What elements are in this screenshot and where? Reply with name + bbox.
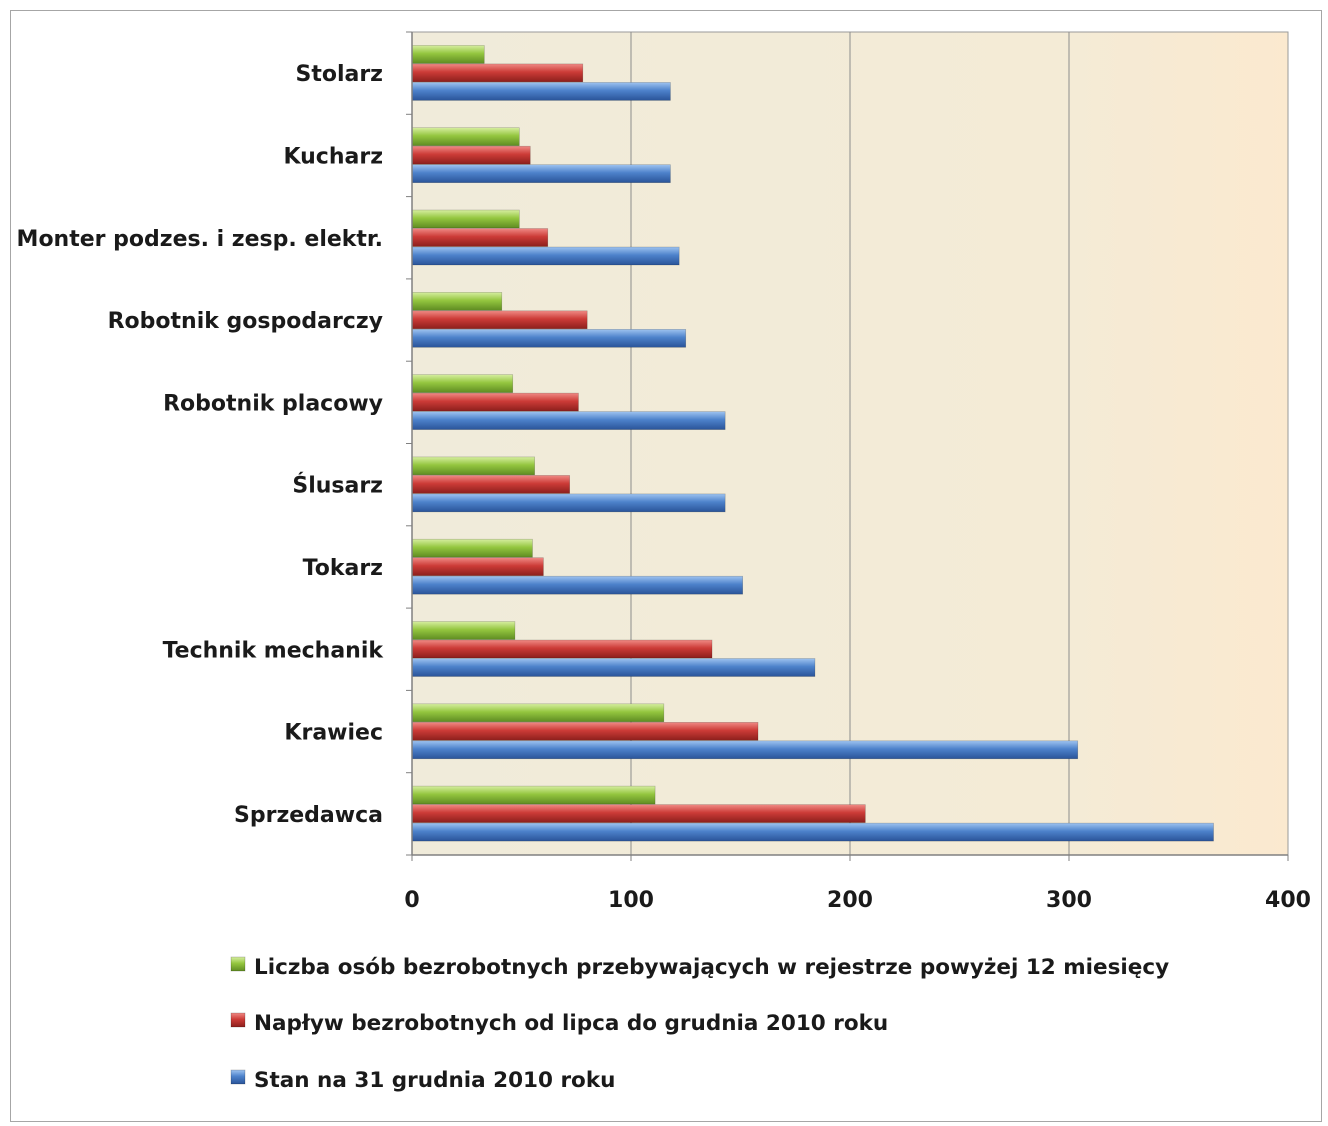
bar xyxy=(411,164,671,183)
tick-labels: 0 100 200 300 400 xyxy=(404,888,1311,913)
bar xyxy=(411,127,520,146)
legend-swatch xyxy=(230,1012,246,1028)
bar xyxy=(411,822,1214,842)
tick-label: 100 xyxy=(608,888,654,913)
bar xyxy=(411,82,671,101)
axes xyxy=(406,31,1289,861)
bar xyxy=(411,703,665,723)
tick-label: 200 xyxy=(827,888,873,913)
bar xyxy=(411,639,713,659)
category-label: Stolarz xyxy=(295,62,383,87)
bar xyxy=(411,475,570,494)
bar xyxy=(411,392,579,412)
category-label: Robotnik gospodarczy xyxy=(108,309,383,334)
category-label: Robotnik placowy xyxy=(163,391,383,416)
bar xyxy=(411,374,514,393)
tick-label: 0 xyxy=(404,888,419,913)
bar xyxy=(411,557,544,577)
legend-entry: Liczba osób bezrobotnych przebywających … xyxy=(254,955,1169,980)
bar xyxy=(411,456,535,476)
bar xyxy=(411,145,531,165)
bar xyxy=(411,411,726,430)
bar xyxy=(411,63,584,83)
category-label: Sprzedawca xyxy=(234,803,383,828)
category-label: Ślusarz xyxy=(292,473,383,499)
bar xyxy=(411,209,520,229)
category-labels: Stolarz Kucharz Monter podzes. i zesp. ele… xyxy=(17,62,385,828)
category-label: Kucharz xyxy=(283,144,383,169)
legend-entry: Napływ bezrobotnych od lipca do grudnia … xyxy=(254,1011,888,1036)
bar xyxy=(411,721,759,741)
legend-swatch xyxy=(230,1069,246,1085)
bars xyxy=(411,45,1214,842)
bar xyxy=(411,785,656,805)
tick-label: 300 xyxy=(1046,888,1092,913)
bar xyxy=(411,538,533,558)
bar xyxy=(411,740,1079,760)
category-label: Krawiec xyxy=(284,721,383,746)
bar xyxy=(411,45,485,64)
category-label: Tokarz xyxy=(303,556,383,581)
legend: Liczba osób bezrobotnych przebywających … xyxy=(230,955,1169,1093)
bar xyxy=(411,228,549,247)
bar xyxy=(411,575,743,595)
bar xyxy=(411,291,503,311)
bar xyxy=(411,246,680,266)
legend-swatch xyxy=(230,956,246,972)
bar xyxy=(411,804,866,823)
legend-entry: Stan na 31 grudnia 2010 roku xyxy=(254,1068,615,1093)
category-label: Technik mechanik xyxy=(163,638,385,663)
tick-label: 400 xyxy=(1265,888,1311,913)
bar xyxy=(411,658,816,677)
bar xyxy=(411,621,516,640)
category-label: Monter podzes. i zesp. elektr. xyxy=(17,227,383,252)
bar xyxy=(411,493,726,513)
bar xyxy=(411,310,588,330)
bar xyxy=(411,328,687,348)
